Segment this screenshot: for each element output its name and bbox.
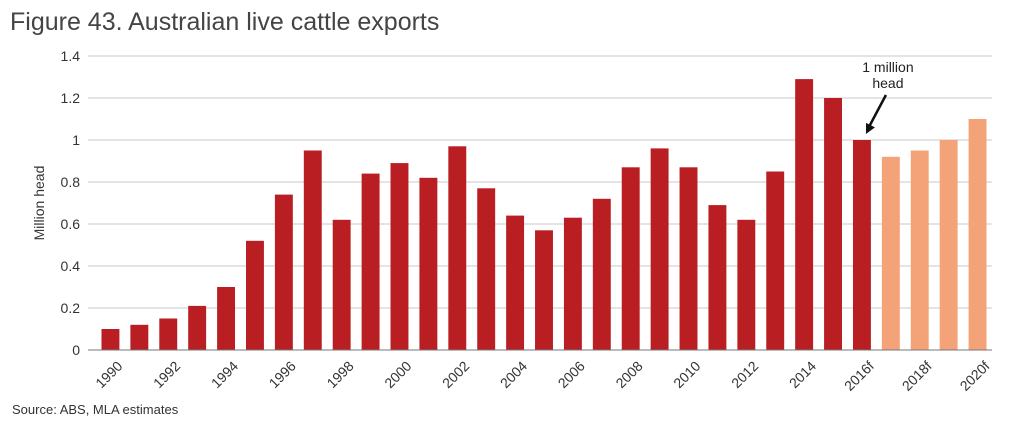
x-tick-label: 1994 [208, 358, 241, 391]
bar-2013 [766, 171, 785, 350]
bar-2001 [419, 177, 438, 350]
y-tick-label: 1 [72, 132, 80, 148]
x-tick-label: 2012 [728, 358, 761, 391]
bar-2012 [737, 219, 756, 350]
source-note: Source: ABS, MLA estimates [12, 402, 179, 417]
bars [101, 79, 987, 350]
x-tick-label: 1996 [266, 358, 299, 391]
y-axis-label: Million head [31, 166, 47, 241]
bar-2006 [563, 217, 582, 350]
bar-2007 [592, 198, 611, 350]
annotation: 1 million head [862, 59, 914, 134]
bar-2011 [708, 205, 727, 350]
x-tick-label: 2000 [381, 358, 414, 391]
bar-2018f [910, 150, 929, 350]
bar-1999 [361, 173, 380, 350]
annotation-text-line-1: 1 million [862, 59, 913, 75]
x-tick-label: 2018f [899, 358, 935, 394]
bar-2003 [477, 188, 496, 350]
bar-2009 [650, 148, 669, 350]
bar-2017f [881, 156, 900, 350]
y-tick-label: 0 [72, 342, 80, 358]
bar-1996 [274, 194, 293, 350]
bar-1994 [217, 287, 236, 350]
bar-2010 [679, 167, 698, 350]
bar-2002 [448, 146, 467, 350]
annotation-arrow [867, 94, 888, 128]
bar-1997 [303, 150, 322, 350]
y-tick-label: 0.8 [61, 174, 81, 190]
bar-1995 [246, 240, 264, 350]
bar-2005 [535, 230, 553, 350]
x-tick-label: 2002 [439, 358, 472, 391]
figure-title: Figure 43. Australian live cattle export… [10, 8, 440, 36]
bar-2020f [968, 119, 987, 350]
bar-2016f [852, 140, 871, 350]
bar-1991 [130, 324, 149, 350]
x-tick-label: 2016f [841, 358, 877, 394]
y-tick-label: 1.2 [61, 90, 81, 106]
bar-1990 [101, 329, 120, 350]
y-axis-ticks: 0 0.2 0.4 0.6 0.8 1 1.2 1.4 [61, 48, 81, 358]
x-tick-label: 2014 [786, 358, 819, 391]
y-tick-label: 0.4 [61, 258, 81, 274]
bar-1993 [188, 305, 207, 350]
y-tick-label: 0.2 [61, 300, 81, 316]
x-tick-label: 1992 [150, 358, 183, 391]
bar-2008 [621, 167, 640, 350]
bar-2019f [939, 140, 958, 350]
x-tick-label: 2020f [957, 358, 993, 394]
x-tick-label: 2006 [555, 358, 588, 391]
bar-2000 [390, 163, 409, 350]
annotation-text-line-2: head [872, 75, 903, 91]
x-tick-label: 1998 [323, 358, 356, 391]
annotation-arrowhead [865, 122, 875, 134]
x-tick-label: 2010 [670, 358, 703, 391]
y-tick-label: 1.4 [61, 48, 81, 64]
bar-2015 [824, 98, 842, 350]
bar-1992 [159, 318, 178, 350]
bar-2004 [506, 215, 525, 350]
x-tick-label: 2008 [612, 358, 645, 391]
x-tick-label: 2004 [497, 358, 530, 391]
bar-2014 [795, 79, 814, 350]
y-tick-label: 0.6 [61, 216, 81, 232]
x-tick-label: 1990 [92, 358, 125, 391]
x-axis-ticks: 1990 1992 1994 1996 1998 2000 2002 2004 2006 2008… [92, 358, 993, 394]
bar-1998 [332, 219, 351, 350]
